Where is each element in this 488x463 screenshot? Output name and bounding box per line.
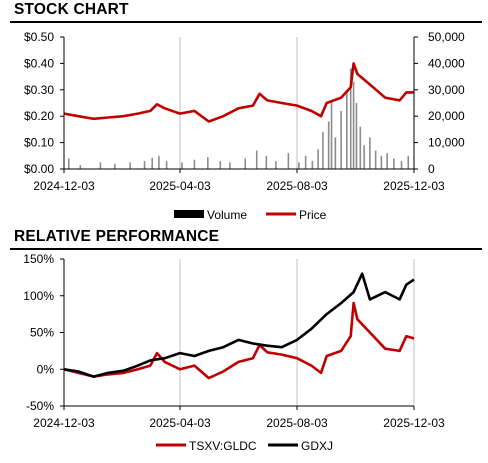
volume-bar xyxy=(129,162,131,169)
volume-bar xyxy=(158,155,160,169)
volume-bar xyxy=(304,155,307,169)
volume-bar xyxy=(219,161,222,169)
stock-y-left-tick-label: $0.30 xyxy=(24,83,54,97)
volume-bar xyxy=(352,81,355,169)
stock-x-tick-label: 2025-12-03 xyxy=(383,179,445,193)
volume-bar xyxy=(244,158,247,169)
volume-bar xyxy=(386,153,388,169)
volume-bar xyxy=(287,153,290,169)
stock-y-left-tick-label: $0.10 xyxy=(24,136,54,150)
stock-y-left-tick-label: $0.40 xyxy=(24,56,54,70)
gldc-line xyxy=(63,301,415,380)
stock-x-tick-label: 2025-08-03 xyxy=(266,179,328,193)
volume-bar xyxy=(363,145,365,169)
stock-y-right-tick-label: 40,000 xyxy=(428,56,465,70)
volume-bar xyxy=(229,162,231,169)
stock-chart: $0.00 $0.10 $0.20 $0.30 $0.40 $0.50 0 10,000 20,… xyxy=(24,30,465,222)
volume-bar xyxy=(298,162,300,169)
perf-legend: TSXV:GLDC GDXJ xyxy=(156,439,333,453)
legend-price-label: Price xyxy=(299,208,327,222)
volume-bar xyxy=(400,161,403,169)
legend-volume-swatch xyxy=(174,210,204,218)
volume-bar xyxy=(407,155,410,169)
perf-x-tick-label: 2024-12-03 xyxy=(33,416,95,430)
perf-y-tick-label: 50% xyxy=(30,326,54,340)
perf-y-tick-label: 100% xyxy=(23,289,54,303)
volume-bar xyxy=(165,161,168,169)
volume-bar xyxy=(322,132,324,169)
volume-bar xyxy=(359,126,362,169)
performance-chart-title-rule xyxy=(10,248,482,250)
volume-bar xyxy=(349,68,352,169)
stock-x-tick-label: 2025-04-03 xyxy=(149,179,211,193)
stock-y-left-tick-label: $0.20 xyxy=(24,109,54,123)
stock-y-right-tick-label: 20,000 xyxy=(428,109,465,123)
volume-bar xyxy=(340,110,342,169)
volume-bar xyxy=(330,100,333,169)
price-line xyxy=(63,62,414,123)
stock-y-right-tick-label: 50,000 xyxy=(428,30,465,44)
stock-y-left-tick-label: $0.50 xyxy=(24,30,54,44)
volume-bar xyxy=(334,137,337,169)
stock-y-right-tick-label: 0 xyxy=(428,162,435,176)
legend-volume-label: Volume xyxy=(207,208,247,222)
performance-chart-title: RELATIVE PERFORMANCE xyxy=(14,228,220,245)
perf-x-tick-label: 2025-04-03 xyxy=(149,416,211,430)
volume-bar xyxy=(317,149,319,169)
perf-y-tick-label: 150% xyxy=(23,252,54,266)
stock-x-tick-label: 2024-12-03 xyxy=(33,179,95,193)
volume-bar xyxy=(275,161,277,169)
volume-bar xyxy=(346,89,348,169)
volume-bar xyxy=(207,157,209,169)
legend-gldc-label: TSXV:GLDC xyxy=(189,439,257,453)
stock-y-right-tick-label: 10,000 xyxy=(428,136,465,150)
volume-bar xyxy=(143,161,146,169)
stock-legend: Volume Price xyxy=(174,208,327,222)
volume-bar xyxy=(181,162,183,169)
perf-x-tick-label: 2025-08-03 xyxy=(266,416,328,430)
stock-y-left-tick-label: $0.00 xyxy=(24,162,54,176)
stock-chart-title: STOCK CHART xyxy=(14,1,129,18)
volume-bar xyxy=(193,159,196,169)
perf-y-tick-label: -50% xyxy=(26,399,54,413)
volume-bar xyxy=(255,150,258,169)
perf-y-tick-label: 0% xyxy=(37,362,55,376)
volume-bar xyxy=(311,161,314,169)
volume-bar xyxy=(79,165,82,169)
volume-bar xyxy=(374,150,377,169)
stock-chart-title-rule xyxy=(10,21,482,23)
volume-bar xyxy=(355,103,358,169)
volume-bar xyxy=(114,163,116,169)
volume-bar xyxy=(380,155,383,169)
volume-bar xyxy=(99,162,102,169)
perf-x-tick-label: 2025-12-03 xyxy=(383,416,445,430)
volume-bar xyxy=(369,137,371,169)
legend-gdxj-label: GDXJ xyxy=(301,439,333,453)
volume-bar xyxy=(265,155,268,169)
gdxj-line xyxy=(63,272,415,378)
volume-bar xyxy=(327,121,330,169)
volume-bar xyxy=(393,158,395,169)
stock-y-right-tick-label: 30,000 xyxy=(428,83,465,97)
volume-bar xyxy=(151,157,154,169)
volume-bar xyxy=(67,158,70,169)
